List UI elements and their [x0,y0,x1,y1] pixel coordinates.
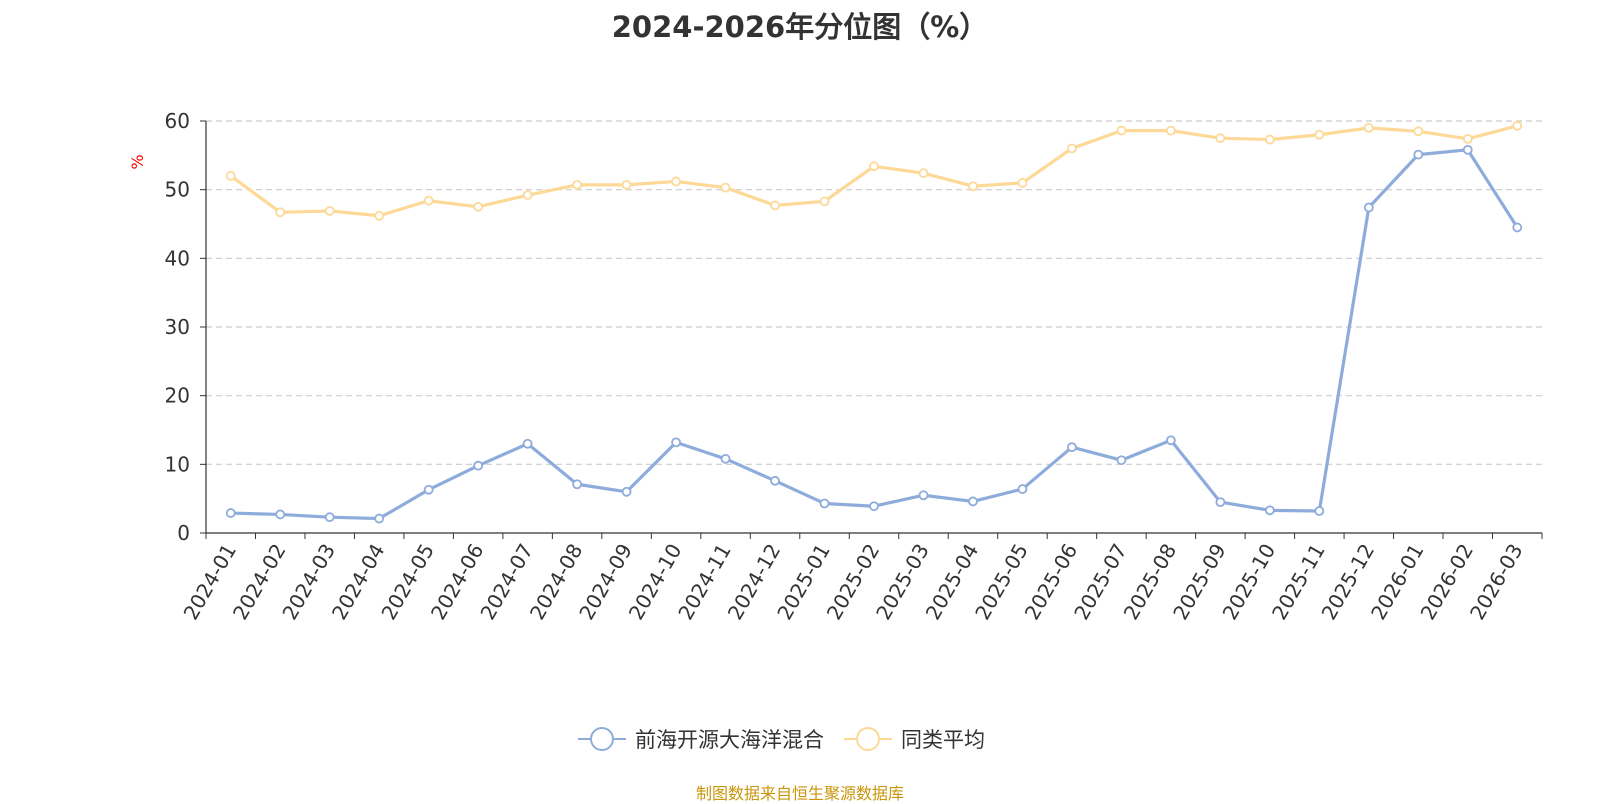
data-point [968,181,978,192]
data-point [770,475,780,486]
data-point [1215,133,1226,144]
data-point [374,210,385,221]
data-point [1215,497,1226,508]
data-point [1462,133,1473,144]
data-point [869,501,879,512]
data-point [1264,134,1275,145]
data-point [720,453,731,464]
legend-label: 前海开源大海洋混合 [635,728,824,752]
data-point [819,196,830,207]
data-point [918,490,929,501]
data-point [1314,129,1325,140]
data-point [225,171,236,181]
data-point [1017,177,1028,188]
y-axis-unit-label: % [128,154,147,169]
data-point [1116,455,1127,466]
data-point [1512,222,1523,233]
data-point [1512,120,1523,131]
data-point [1116,125,1127,136]
grid-lines [206,120,1542,465]
data-point [1165,435,1176,446]
series-peer-average [225,120,1523,221]
series-line [230,148,1519,521]
y-tick-label: 40 [165,246,190,270]
data-point [522,438,533,449]
data-point [225,508,236,518]
legend-marker-icon [590,727,614,751]
data-source-note: 制图数据来自恒生聚源数据库 [695,784,904,803]
data-point [1363,122,1374,133]
y-tick-label: 10 [165,452,190,476]
legend-marker-icon [856,727,880,751]
data-point [720,182,731,193]
data-point [1314,506,1325,516]
data-point [869,161,879,172]
data-point [671,176,681,187]
data-point [621,486,632,497]
data-point [473,201,484,212]
data-point [275,509,286,520]
axes: 01020304050602024-012024-022024-032024-0… [165,109,1543,624]
legend[interactable]: 前海开源大海洋混合 同类平均 [578,727,985,752]
data-point [1462,144,1473,155]
y-tick-label: 30 [165,315,190,339]
data-point [1413,149,1424,160]
y-tick-label: 20 [165,384,190,408]
data-point [1067,442,1077,453]
data-point [671,437,681,448]
y-tick-label: 60 [165,109,190,133]
data-point [473,460,484,471]
data-point [1413,126,1424,137]
data-point [572,179,583,190]
data-point [918,168,929,179]
data-point [1017,484,1028,494]
data-point [374,513,385,524]
data-point [819,498,830,509]
legend-item-fund[interactable]: 前海开源大海洋混合 [578,727,824,752]
legend-item-peer-average[interactable]: 同类平均 [844,727,985,752]
data-point [522,190,533,201]
data-point [1165,125,1176,136]
y-tick-label: 50 [165,178,190,202]
data-point [423,484,434,495]
chart-title: 2024-2026年分位图（%） [611,10,989,44]
data-point [621,179,632,190]
series-layer [225,120,1523,524]
data-point [1067,143,1077,154]
data-point [572,479,583,490]
y-tick-label: 0 [177,521,190,545]
data-point [1264,505,1275,516]
data-point [423,195,434,206]
data-point [324,512,335,523]
data-point [1363,202,1374,213]
legend-label: 同类平均 [901,728,985,752]
data-point [770,200,780,211]
data-point [968,496,978,507]
series-fund [225,144,1523,524]
data-point [275,207,286,218]
data-point [324,206,335,216]
